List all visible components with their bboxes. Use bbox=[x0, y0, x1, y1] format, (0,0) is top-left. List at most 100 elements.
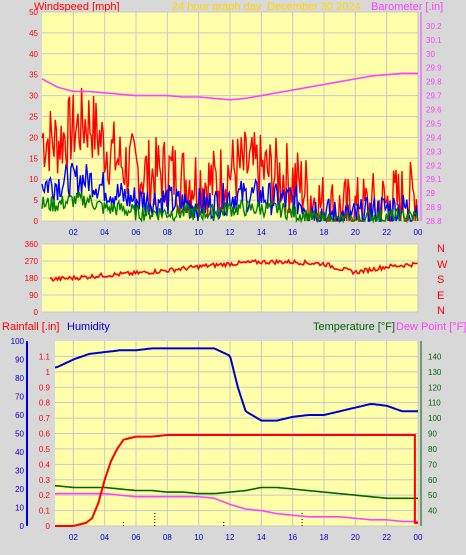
lower-x-tick-label: 12 bbox=[226, 533, 235, 542]
barometer-y-tick-label: 28.9 bbox=[426, 203, 442, 212]
temperature-y-tick-label: 50 bbox=[428, 491, 437, 500]
wind-gust-line bbox=[41, 88, 419, 224]
direction-y-tick-label: 90 bbox=[29, 291, 38, 300]
rain-y-tick-label: 0.1 bbox=[39, 507, 51, 516]
barometer-axis-label: Barometer [.in] bbox=[371, 1, 443, 13]
lower-x-tick-label: 08 bbox=[163, 533, 172, 542]
humidity-axis-label: Humidity bbox=[67, 321, 110, 333]
humidity-line bbox=[54, 347, 418, 422]
humidity-y-tick-label: 30 bbox=[15, 467, 24, 476]
wind-x-tick-label: 20 bbox=[351, 228, 360, 237]
wind-y-tick-label: 15 bbox=[29, 154, 38, 163]
dewpoint-line bbox=[54, 492, 418, 523]
humidity-y-tick-label: 90 bbox=[15, 356, 24, 365]
wind-y-tick-label: 30 bbox=[29, 92, 38, 101]
barometer-y-tick-label: 29 bbox=[426, 189, 435, 198]
lower-x-tick-label: 10 bbox=[194, 533, 203, 542]
temperature-y-tick-label: 120 bbox=[428, 383, 442, 392]
lower-x-tick-label: 00 bbox=[414, 533, 423, 542]
direction-y-tick-label: 0 bbox=[34, 308, 39, 317]
wind-x-tick-label: 10 bbox=[194, 228, 203, 237]
wind-x-tick-label: 22 bbox=[382, 228, 391, 237]
lower-x-tick-label: 02 bbox=[69, 533, 78, 542]
wind-x-tick-label: 14 bbox=[257, 228, 266, 237]
temperature-y-tick-label: 90 bbox=[428, 430, 437, 439]
temperature-y-tick-label: 110 bbox=[428, 399, 441, 408]
barometer-y-tick-label: 29.4 bbox=[426, 133, 442, 142]
rain-y-tick-label: 0.6 bbox=[39, 430, 51, 439]
rainfall-line bbox=[55, 434, 418, 527]
compass-west: W bbox=[437, 259, 448, 271]
rainfall-axis-label: Rainfall [.in] bbox=[2, 321, 59, 333]
wind-x-tick-label: 04 bbox=[100, 228, 109, 237]
barometer-y-tick-label: 30.1 bbox=[426, 36, 442, 45]
rain-y-tick-label: 0.8 bbox=[39, 399, 51, 408]
compass-east: E bbox=[437, 290, 444, 302]
lower-x-tick-label: 14 bbox=[257, 533, 266, 542]
compass-south: S bbox=[437, 274, 444, 286]
graph-date: December 30 2024 bbox=[267, 1, 361, 13]
compass-north-bottom: N bbox=[437, 305, 445, 317]
direction-y-tick-label: 360 bbox=[25, 240, 39, 249]
barometer-y-tick-label: 29.8 bbox=[426, 78, 442, 87]
rain-y-tick-label: 0.4 bbox=[39, 460, 51, 469]
lower-x-tick-label: 04 bbox=[100, 533, 109, 542]
wind-x-tick-label: 08 bbox=[163, 228, 172, 237]
lower-x-tick-label: 22 bbox=[382, 533, 391, 542]
temperature-y-tick-label: 130 bbox=[428, 368, 442, 377]
humidity-y-tick-label: 100 bbox=[11, 337, 25, 346]
barometer-line bbox=[41, 72, 418, 101]
wind-x-tick-label: 02 bbox=[69, 228, 78, 237]
rain-y-tick-label: 1 bbox=[46, 368, 51, 377]
wind-x-tick-label: 00 bbox=[414, 228, 423, 237]
wind-y-tick-label: 20 bbox=[29, 133, 38, 142]
direction-y-tick-label: 180 bbox=[25, 274, 39, 283]
barometer-y-tick-label: 29.7 bbox=[426, 92, 442, 101]
temperature-y-tick-label: 100 bbox=[428, 414, 442, 423]
barometer-y-tick-label: 28.8 bbox=[426, 217, 442, 226]
temperature-y-tick-label: 140 bbox=[428, 352, 442, 361]
direction-line bbox=[49, 258, 418, 283]
barometer-y-tick-label: 29.1 bbox=[426, 175, 442, 184]
rain-y-tick-label: 0.5 bbox=[39, 445, 51, 454]
temperature-y-tick-label: 70 bbox=[428, 460, 437, 469]
humidity-y-tick-label: 60 bbox=[15, 411, 24, 420]
wind-y-tick-label: 40 bbox=[29, 50, 38, 59]
rain-y-tick-label: 0.2 bbox=[39, 491, 51, 500]
rain-y-tick-label: 0.7 bbox=[39, 414, 51, 423]
rain-y-tick-label: 0.3 bbox=[39, 476, 51, 485]
wind-axis-label: Windspeed [mph] bbox=[34, 1, 120, 13]
wind-y-tick-label: 10 bbox=[29, 175, 38, 184]
barometer-y-tick-label: 29.6 bbox=[426, 106, 442, 115]
barometer-y-tick-label: 29.9 bbox=[426, 64, 442, 73]
wind-x-tick-label: 16 bbox=[288, 228, 297, 237]
temperature-y-tick-label: 60 bbox=[428, 476, 437, 485]
temperature-axis-label: Temperature [°F] bbox=[313, 321, 395, 333]
temperature-y-tick-label: 80 bbox=[428, 445, 437, 454]
rain-y-tick-label: 0 bbox=[46, 522, 51, 531]
lower-x-tick-label: 20 bbox=[351, 533, 360, 542]
lower-x-tick-label: 18 bbox=[320, 533, 329, 542]
compass-north-top: N bbox=[437, 243, 445, 255]
wind-y-tick-label: 45 bbox=[29, 29, 38, 38]
humidity-y-tick-label: 10 bbox=[15, 504, 24, 513]
wind-x-tick-label: 06 bbox=[132, 228, 141, 237]
barometer-y-tick-label: 30.2 bbox=[426, 22, 442, 31]
wind-y-tick-label: 25 bbox=[29, 113, 38, 122]
lower-x-tick-label: 16 bbox=[288, 533, 297, 542]
wind-low-line bbox=[41, 192, 419, 224]
graph-title: 24 hour graph day bbox=[172, 1, 262, 13]
humidity-y-tick-label: 40 bbox=[15, 448, 24, 457]
barometer-y-tick-label: 30 bbox=[426, 50, 435, 59]
humidity-y-tick-label: 0 bbox=[20, 522, 25, 531]
rain-y-tick-label: 1.1 bbox=[39, 352, 51, 361]
wind-y-tick-label: 0 bbox=[34, 217, 39, 226]
dewpoint-axis-label: Dew Point [°F] bbox=[396, 321, 466, 333]
humidity-y-tick-label: 70 bbox=[15, 393, 24, 402]
barometer-y-tick-label: 29.3 bbox=[426, 147, 442, 156]
wind-average-line bbox=[41, 162, 419, 223]
wind-x-tick-label: 12 bbox=[226, 228, 235, 237]
wind-y-tick-label: 5 bbox=[34, 196, 39, 205]
humidity-y-tick-label: 20 bbox=[15, 485, 24, 494]
